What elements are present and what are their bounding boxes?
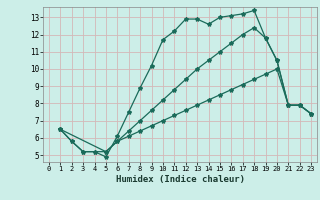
X-axis label: Humidex (Indice chaleur): Humidex (Indice chaleur) — [116, 175, 244, 184]
